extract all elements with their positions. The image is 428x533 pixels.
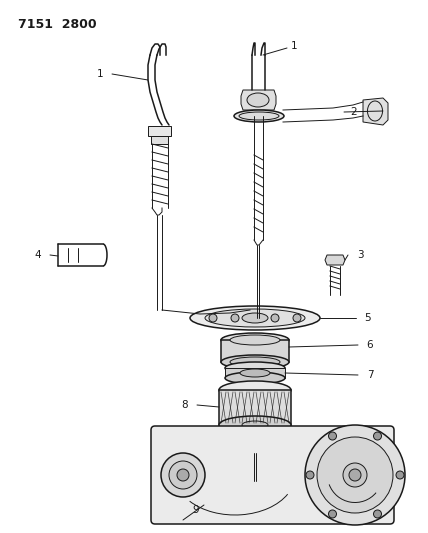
Bar (225, 368, 285, 378)
Text: 6: 6 (367, 340, 373, 350)
Circle shape (161, 453, 205, 497)
Ellipse shape (230, 357, 280, 367)
Text: 5: 5 (365, 313, 372, 323)
Ellipse shape (242, 421, 268, 429)
Circle shape (396, 471, 404, 479)
Text: 1: 1 (291, 41, 297, 51)
Text: 2: 2 (351, 107, 357, 117)
Bar (151, 136, 168, 144)
Text: 7: 7 (367, 370, 373, 380)
Ellipse shape (240, 369, 270, 377)
Ellipse shape (219, 381, 291, 399)
Ellipse shape (249, 479, 261, 483)
Circle shape (293, 314, 301, 322)
Ellipse shape (225, 362, 285, 374)
Circle shape (271, 314, 279, 322)
Circle shape (329, 510, 336, 518)
Circle shape (343, 463, 367, 487)
Circle shape (169, 461, 197, 489)
Circle shape (177, 469, 189, 481)
Circle shape (374, 432, 381, 440)
Circle shape (349, 469, 361, 481)
Bar (242, 429, 268, 457)
Ellipse shape (225, 372, 285, 384)
Polygon shape (325, 255, 345, 265)
Bar (148, 126, 171, 136)
Ellipse shape (221, 333, 289, 347)
Ellipse shape (239, 112, 279, 120)
Text: 1: 1 (97, 69, 103, 79)
Circle shape (374, 510, 381, 518)
Text: 4: 4 (35, 250, 42, 260)
Polygon shape (363, 98, 388, 125)
Circle shape (209, 314, 217, 322)
Ellipse shape (242, 453, 268, 461)
Ellipse shape (219, 416, 291, 434)
Ellipse shape (190, 306, 320, 330)
Ellipse shape (247, 93, 269, 107)
Polygon shape (241, 90, 276, 110)
Bar (219, 390, 291, 425)
Ellipse shape (230, 335, 280, 345)
Ellipse shape (205, 309, 305, 327)
Circle shape (329, 432, 336, 440)
Text: 9: 9 (193, 505, 199, 515)
Circle shape (305, 425, 405, 525)
Circle shape (231, 314, 239, 322)
Text: 8: 8 (182, 400, 188, 410)
Circle shape (317, 437, 393, 513)
Ellipse shape (242, 313, 268, 323)
Circle shape (306, 471, 314, 479)
Text: 7151  2800: 7151 2800 (18, 18, 97, 31)
Bar (249, 461, 261, 481)
Bar (221, 340, 289, 362)
Ellipse shape (221, 355, 289, 369)
Ellipse shape (234, 110, 284, 122)
FancyBboxPatch shape (151, 426, 394, 524)
Text: 3: 3 (357, 250, 363, 260)
